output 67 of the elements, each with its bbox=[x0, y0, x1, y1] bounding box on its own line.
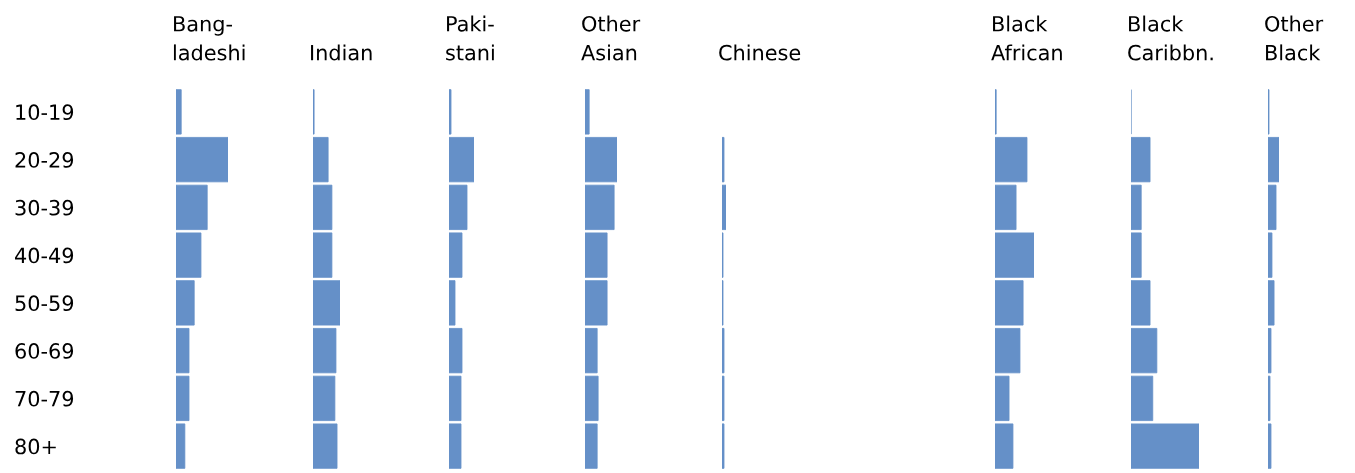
bar bbox=[585, 423, 598, 469]
chart-title: Black African bbox=[991, 15, 1062, 61]
bar bbox=[313, 328, 337, 374]
bar bbox=[176, 280, 195, 326]
bar bbox=[995, 184, 1017, 230]
y-tick-label: 10-19 bbox=[16, 104, 74, 121]
bar bbox=[585, 89, 590, 135]
y-tick-label: 80+ bbox=[15, 438, 56, 455]
bar bbox=[1131, 232, 1142, 278]
bar bbox=[585, 232, 608, 278]
chart-title: Black Caribbn. bbox=[1128, 15, 1213, 61]
bar bbox=[995, 375, 1010, 421]
bar bbox=[995, 423, 1014, 469]
bar bbox=[313, 280, 340, 326]
y-tick-label: 40-49 bbox=[15, 247, 74, 264]
bar bbox=[313, 232, 333, 278]
bar bbox=[176, 137, 228, 183]
bar bbox=[313, 423, 338, 469]
chart-title: Paki- stani bbox=[446, 15, 494, 61]
bar bbox=[313, 137, 329, 183]
bar bbox=[1268, 137, 1279, 183]
bar bbox=[1131, 137, 1151, 183]
chart-title: Indian bbox=[311, 44, 372, 61]
bar bbox=[449, 423, 462, 469]
chart-title: Other Asian bbox=[581, 15, 641, 61]
bar bbox=[995, 137, 1028, 183]
y-tick-label: 50-59 bbox=[15, 295, 74, 312]
bar bbox=[585, 375, 599, 421]
bar bbox=[449, 232, 463, 278]
bar bbox=[449, 184, 468, 230]
bar bbox=[449, 89, 452, 135]
bar bbox=[995, 280, 1024, 326]
bar bbox=[1131, 280, 1151, 326]
bar bbox=[449, 280, 456, 326]
bar bbox=[313, 184, 333, 230]
bar bbox=[176, 423, 186, 469]
bar bbox=[1268, 184, 1277, 230]
bar bbox=[1131, 328, 1158, 374]
bar bbox=[1268, 423, 1272, 469]
bar bbox=[449, 137, 474, 183]
bar bbox=[995, 328, 1021, 374]
bar bbox=[1268, 328, 1272, 374]
bar bbox=[176, 232, 202, 278]
bar bbox=[585, 280, 608, 326]
y-tick-label: 70-79 bbox=[15, 390, 74, 407]
bar bbox=[585, 184, 615, 230]
bar bbox=[1268, 280, 1275, 326]
bar bbox=[176, 89, 182, 135]
chart-title: Bang- ladeshi bbox=[173, 16, 245, 61]
bar bbox=[585, 328, 598, 374]
bar bbox=[585, 137, 617, 183]
chart-title: Chinese bbox=[719, 44, 801, 61]
y-tick-label: 20-29 bbox=[15, 152, 74, 168]
bar bbox=[995, 232, 1034, 278]
bar bbox=[176, 328, 190, 374]
bar bbox=[1268, 232, 1273, 278]
bar bbox=[313, 375, 336, 421]
bar bbox=[1131, 423, 1199, 469]
bar bbox=[176, 375, 190, 421]
bar bbox=[1131, 184, 1142, 230]
bar bbox=[1131, 375, 1154, 421]
y-tick-label: 60-69 bbox=[15, 343, 74, 359]
bar bbox=[449, 328, 463, 374]
bar bbox=[449, 375, 462, 421]
chart-title: Other Black bbox=[1265, 15, 1324, 61]
y-tick-label: 30-39 bbox=[15, 199, 74, 216]
bar bbox=[176, 184, 208, 230]
